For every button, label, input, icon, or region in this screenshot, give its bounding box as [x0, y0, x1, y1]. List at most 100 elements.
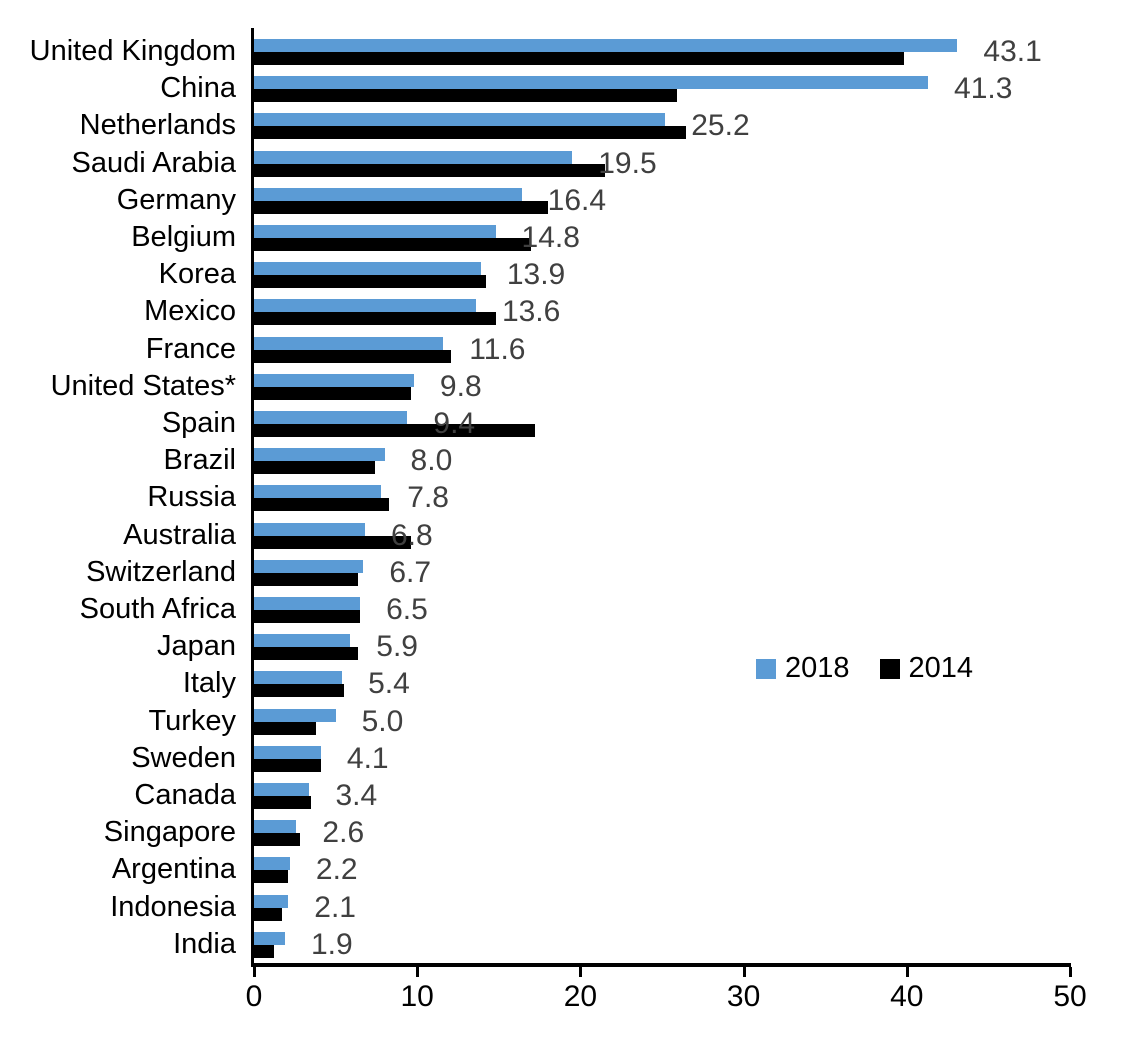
bar-2018	[254, 820, 297, 834]
category-label: Netherlands	[79, 109, 236, 142]
data-label: 6.8	[390, 518, 433, 552]
bar-2018	[254, 783, 310, 796]
category-label: United States*	[50, 369, 236, 402]
bar-2018	[254, 522, 365, 536]
bar-2014	[254, 870, 289, 884]
legend: 2018 2014	[756, 652, 973, 685]
bar-2018	[254, 373, 414, 387]
bar-2018	[254, 634, 351, 648]
bar-2014	[254, 461, 375, 475]
category-label: France	[145, 332, 236, 365]
category-label: Australia	[123, 518, 236, 551]
bar-2014	[254, 721, 317, 735]
legend-label: 2018	[785, 652, 850, 684]
data-label: 4.1	[346, 741, 389, 775]
bar-2014	[254, 89, 677, 103]
legend-swatch-icon	[879, 658, 900, 679]
category-label: India	[173, 927, 236, 960]
data-label: 8.0	[410, 444, 453, 478]
bar-2018	[254, 411, 408, 424]
category-label: Indonesia	[110, 890, 236, 923]
x-axis-line	[251, 963, 1071, 967]
category-label: United Kingdom	[29, 35, 236, 67]
data-label: 3.4	[335, 779, 378, 812]
bar-2018	[254, 931, 285, 945]
bar-2018	[254, 894, 289, 908]
bar-2014	[254, 52, 904, 65]
category-label: China	[160, 72, 236, 105]
legend-swatch-icon	[756, 658, 776, 679]
y-axis-line	[251, 28, 254, 965]
bar-2018	[254, 76, 929, 90]
category-label: Belgium	[131, 221, 236, 253]
bar-2018	[254, 187, 522, 201]
data-label: 5.9	[376, 630, 418, 664]
bar-2018	[254, 113, 666, 127]
x-axis-tick	[905, 967, 909, 977]
x-axis-tick-label: 10	[400, 980, 434, 1013]
bar-2014	[254, 572, 359, 586]
data-label: 13.6	[501, 295, 561, 329]
x-axis-tick-label: 0	[245, 980, 263, 1013]
category-label: Japan	[156, 630, 236, 663]
bar-2014	[254, 238, 532, 251]
category-label: Saudi Arabia	[71, 146, 236, 179]
bar-2014	[254, 758, 321, 772]
category-label: Russia	[147, 481, 236, 514]
category-label: Sweden	[131, 741, 236, 774]
category-label: Korea	[158, 258, 236, 291]
data-label: 2.1	[314, 890, 356, 924]
bar-2014	[254, 907, 282, 921]
category-label: Germany	[116, 183, 236, 216]
bar-2014	[254, 610, 361, 623]
legend-item: 2018	[756, 652, 850, 685]
bar-2014	[254, 312, 496, 326]
bar-2018	[254, 448, 385, 462]
category-label: Argentina	[111, 853, 236, 886]
x-axis-tick-label: 40	[890, 980, 924, 1013]
data-label: 11.6	[469, 332, 526, 366]
data-label: 19.5	[598, 146, 657, 180]
data-label: 1.9	[311, 927, 353, 961]
data-label: 6.5	[386, 593, 428, 626]
bar-2014	[254, 275, 486, 289]
bar-2014	[254, 126, 687, 140]
category-label: Italy	[182, 667, 236, 700]
bar-2018	[254, 671, 343, 685]
category-label: Spain	[161, 407, 236, 439]
x-axis-tick	[416, 967, 420, 977]
bar-2014	[254, 647, 359, 661]
bar-2018	[254, 559, 364, 573]
data-label: 14.8	[521, 221, 580, 254]
bar-2014	[254, 833, 300, 847]
data-label: 41.3	[954, 72, 1013, 106]
bar-2018	[254, 857, 290, 871]
bar-2014	[254, 386, 411, 400]
x-axis-tick	[579, 967, 583, 977]
x-axis-tick	[253, 967, 256, 977]
data-label: 13.9	[506, 258, 566, 292]
bar-2018	[254, 485, 382, 499]
category-label: Switzerland	[86, 555, 236, 588]
bar-2014	[254, 424, 535, 437]
bar-2014	[254, 944, 274, 958]
data-label: 6.7	[389, 555, 432, 589]
bar-2014	[254, 535, 411, 549]
data-label: 2.2	[315, 853, 358, 887]
data-label: 7.8	[407, 481, 449, 515]
data-label: 5.0	[361, 704, 404, 738]
bar-2014	[254, 349, 452, 363]
bar-2018	[254, 708, 336, 722]
x-axis-tick	[1069, 967, 1072, 977]
legend-label: 2014	[908, 652, 974, 684]
data-label: 9.4	[433, 407, 476, 440]
data-label: 25.2	[691, 109, 750, 143]
bar-2014	[254, 684, 344, 698]
bar-2018	[254, 39, 958, 52]
category-label: Brazil	[163, 444, 236, 477]
category-label: Turkey	[148, 704, 236, 737]
bar-2018	[254, 597, 361, 610]
data-label: 5.4	[368, 667, 410, 701]
category-label: Mexico	[144, 295, 236, 328]
x-axis-tick-label: 50	[1053, 980, 1087, 1013]
